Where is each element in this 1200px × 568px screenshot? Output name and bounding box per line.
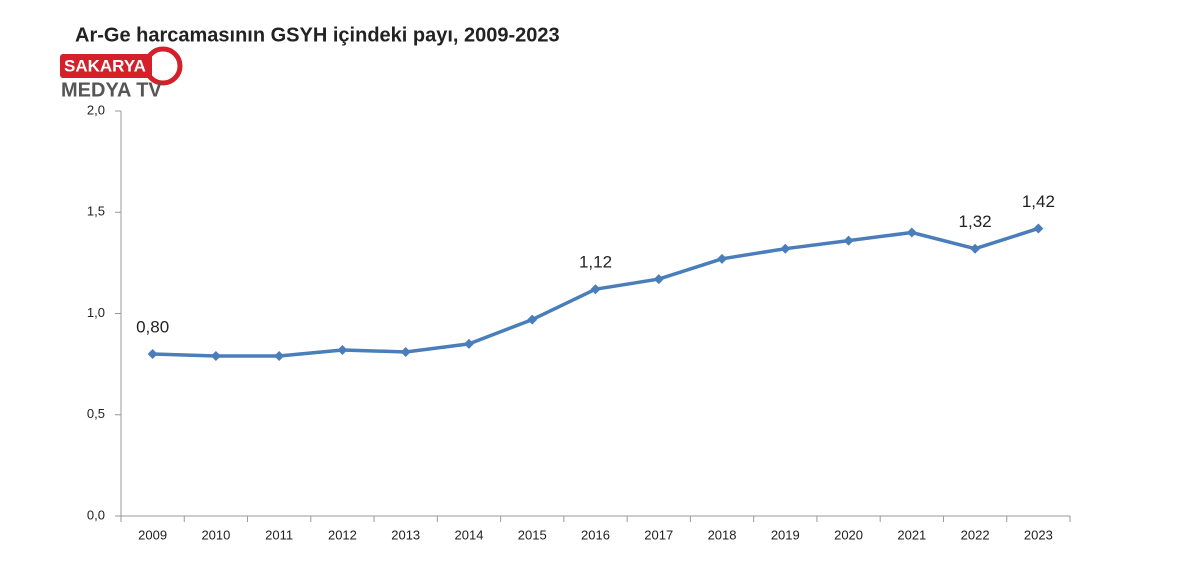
x-tick-label: 2015 — [518, 527, 547, 542]
x-tick-label: 2019 — [771, 527, 800, 542]
data-label: 1,42 — [1022, 192, 1055, 211]
data-label: 1,32 — [959, 212, 992, 231]
x-tick-label: 2009 — [138, 527, 167, 542]
marker — [653, 274, 664, 285]
y-tick-label: 2,0 — [87, 102, 105, 117]
marker — [527, 314, 538, 325]
logo-box — [60, 54, 152, 78]
marker — [970, 243, 981, 254]
marker — [400, 346, 411, 357]
logo-top: SAKARYA — [64, 56, 146, 75]
logo-bottom: MEDYA TV — [61, 79, 162, 101]
y-tick-label: 0,0 — [87, 507, 105, 522]
chart-title: Ar-Ge harcamasının GSYH içindeki payı, 2… — [75, 24, 560, 46]
logo-globe — [143, 46, 183, 86]
marker — [274, 351, 285, 362]
marker — [590, 284, 601, 295]
x-tick-label: 2020 — [834, 527, 863, 542]
marker — [780, 243, 791, 254]
x-tick-label: 2014 — [455, 527, 484, 542]
x-tick-label: 2010 — [201, 527, 230, 542]
marker — [843, 235, 854, 246]
logo: SAKARYA MEDYA TV — [60, 46, 183, 101]
x-tick-label: 2022 — [961, 527, 990, 542]
y-tick-label: 1,0 — [87, 305, 105, 320]
marker — [906, 227, 917, 238]
x-tick-label: 2017 — [644, 527, 673, 542]
marker — [463, 338, 474, 349]
x-tick-label: 2021 — [897, 527, 926, 542]
y-tick-label: 0,5 — [87, 406, 105, 421]
data-label: 0,80 — [136, 317, 169, 336]
y-tick-label: 1,5 — [87, 204, 105, 219]
marker — [717, 253, 728, 264]
x-tick-label: 2011 — [265, 527, 293, 542]
x-tick-label: 2018 — [708, 527, 737, 542]
marker — [210, 351, 221, 362]
data-label: 1,12 — [579, 253, 612, 272]
x-tick-label: 2023 — [1024, 527, 1053, 542]
x-tick-label: 2013 — [391, 527, 420, 542]
marker — [337, 344, 348, 355]
marker — [147, 349, 158, 359]
marker — [1033, 223, 1044, 234]
x-tick-label: 2012 — [328, 527, 357, 542]
x-tick-label: 2016 — [581, 527, 610, 542]
